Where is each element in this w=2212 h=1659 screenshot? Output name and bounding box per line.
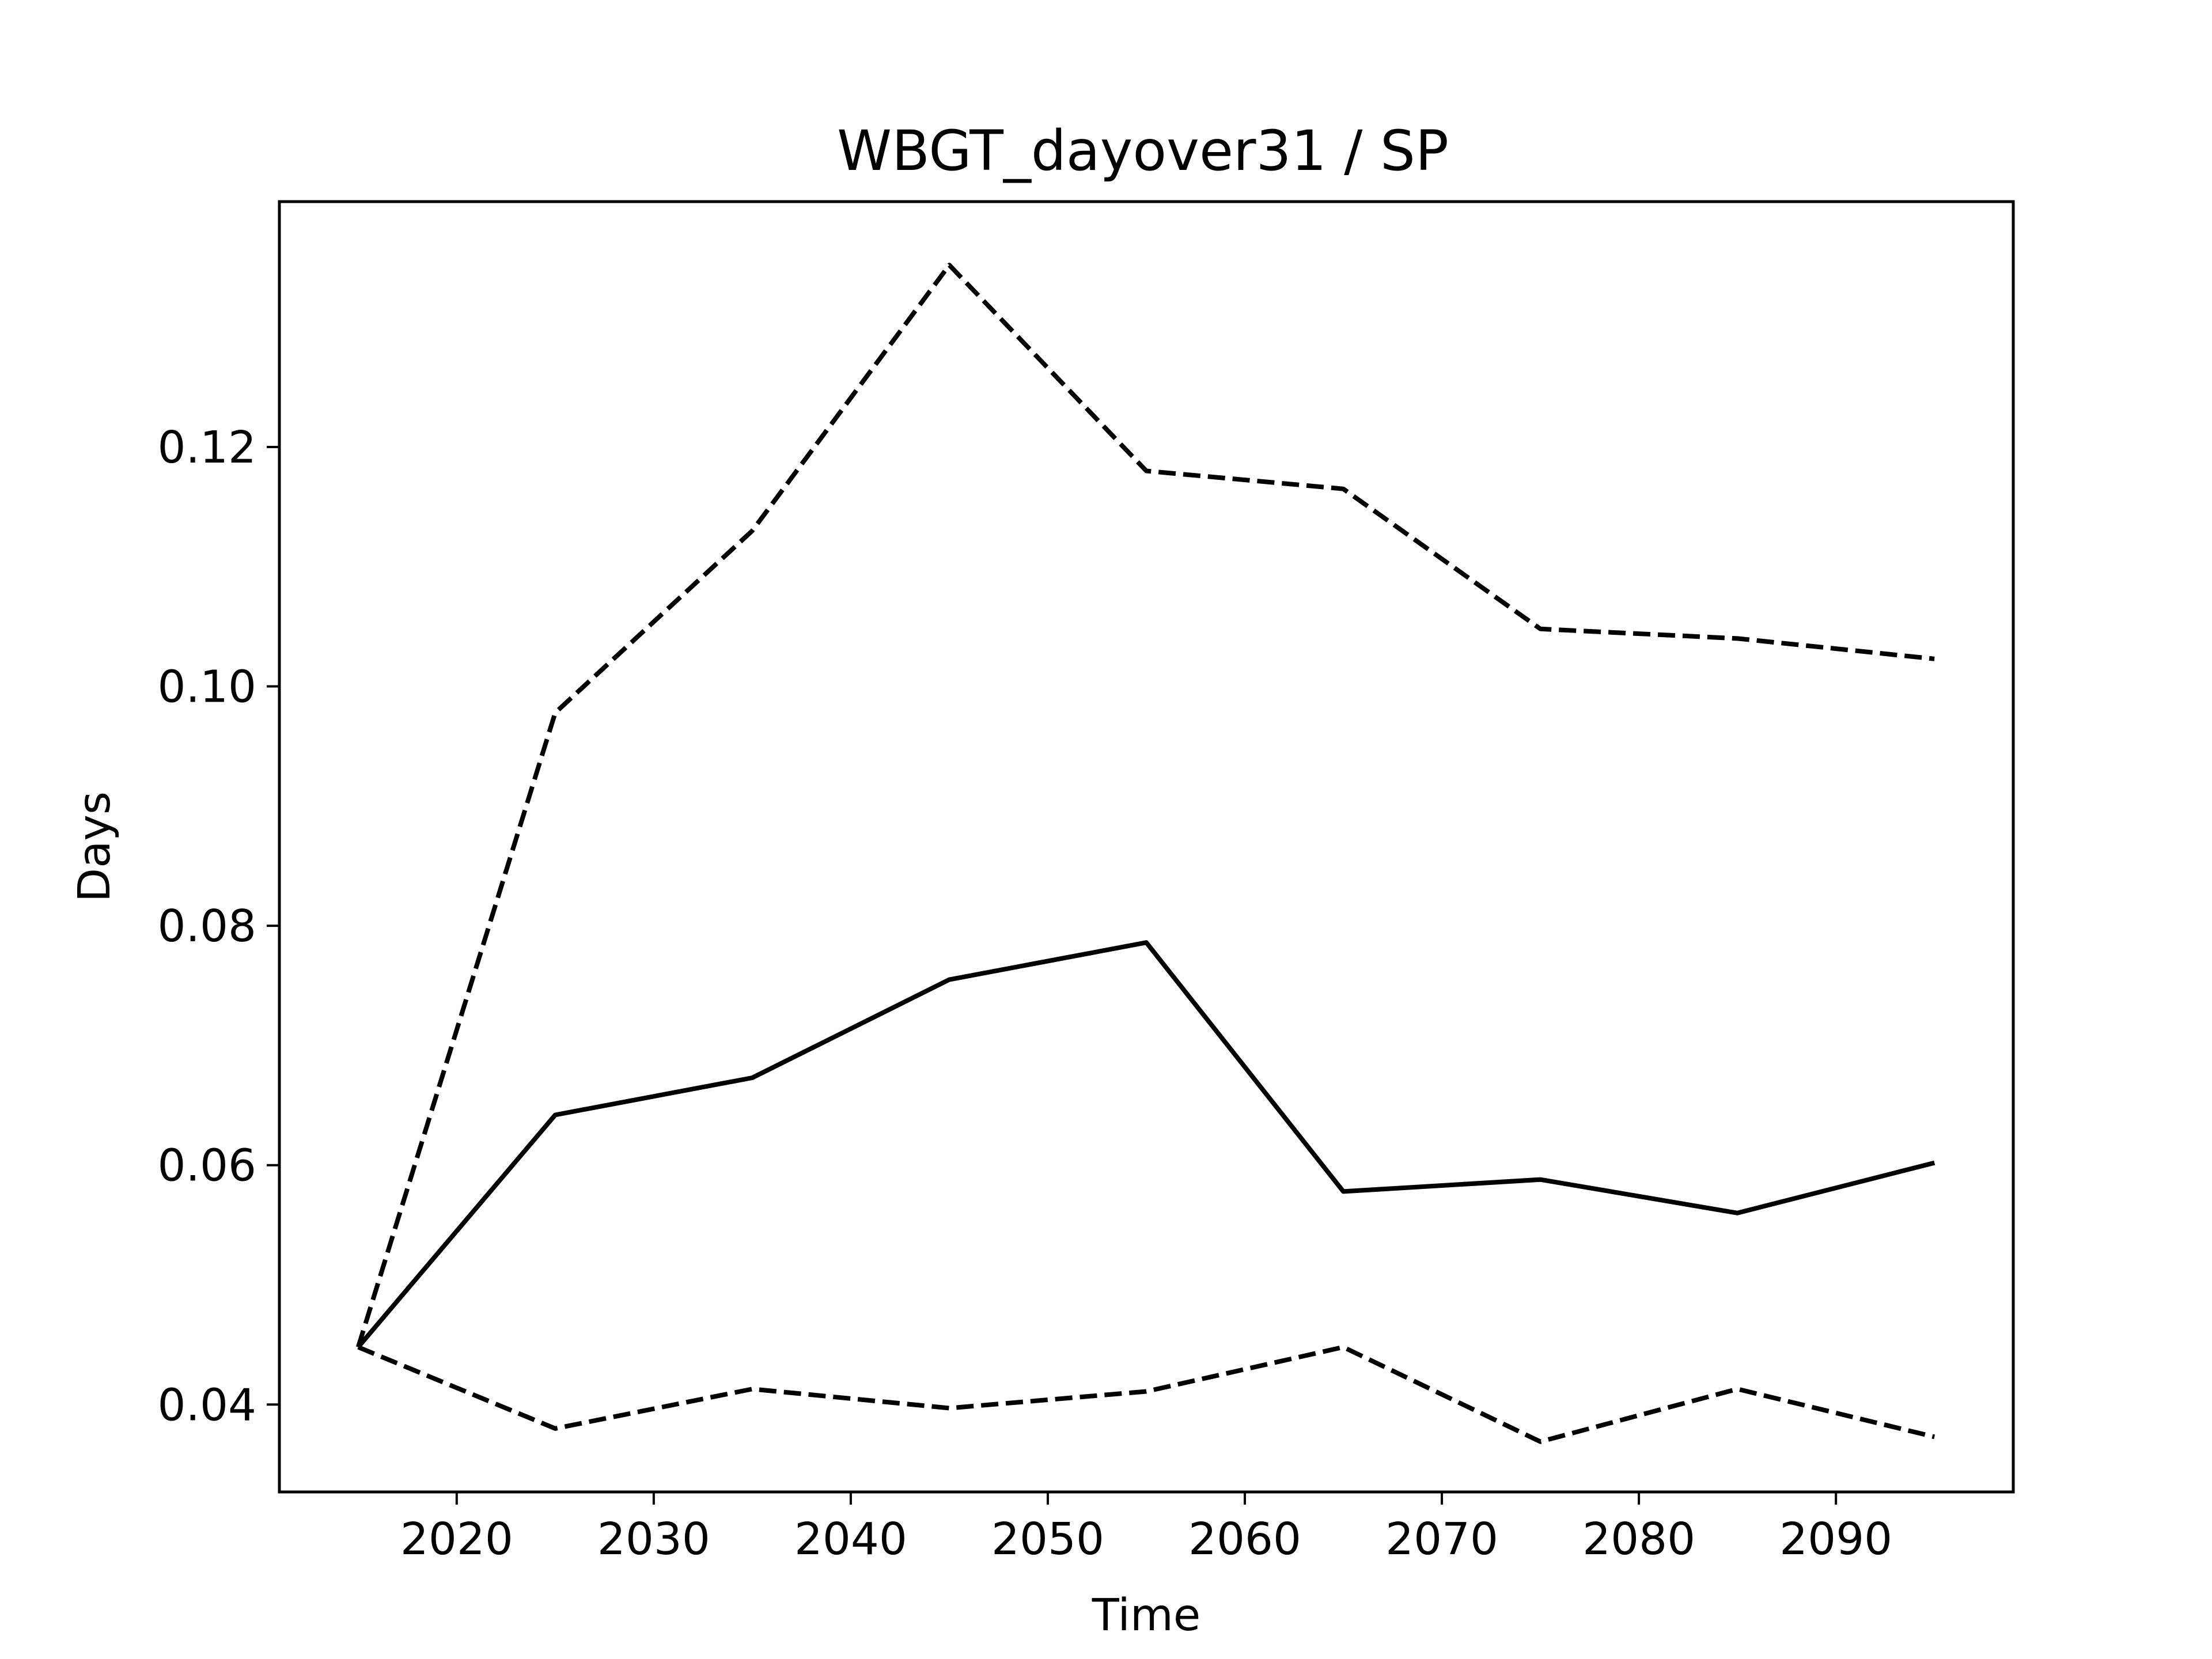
y-tick-label: 0.06 bbox=[158, 1141, 256, 1192]
y-axis: 0.04 0.06 0.08 0.10 0.12 bbox=[158, 422, 279, 1431]
series-line-1 bbox=[355, 263, 1935, 1348]
y-axis-label: Days bbox=[69, 791, 120, 902]
x-tick-label: 2020 bbox=[400, 1514, 513, 1565]
x-axis-label: Time bbox=[1092, 1590, 1200, 1641]
y-tick-label: 0.04 bbox=[158, 1380, 256, 1431]
x-tick-label: 2030 bbox=[597, 1514, 710, 1565]
x-tick-label: 2050 bbox=[991, 1514, 1104, 1565]
x-tick-label: 2080 bbox=[1582, 1514, 1695, 1565]
x-tick-label: 2060 bbox=[1188, 1514, 1301, 1565]
y-tick-label: 0.10 bbox=[158, 662, 256, 713]
x-axis: 2020 2030 2040 2050 2060 2070 2080 2090 bbox=[400, 1492, 1892, 1565]
x-tick-label: 2040 bbox=[794, 1514, 907, 1565]
x-tick-label: 2070 bbox=[1385, 1514, 1498, 1565]
series-layer bbox=[355, 263, 1936, 1444]
series-line-3 bbox=[357, 1344, 1936, 1444]
y-tick-label: 0.08 bbox=[158, 901, 256, 952]
plot-frame bbox=[278, 200, 2015, 1494]
y-tick-label: 0.12 bbox=[158, 422, 256, 474]
plot-area bbox=[278, 200, 2015, 1494]
chart-title: WBGT_dayover31 / SP bbox=[837, 119, 1449, 183]
series-line-2 bbox=[356, 940, 1936, 1349]
x-tick-label: 2090 bbox=[1779, 1514, 1892, 1565]
